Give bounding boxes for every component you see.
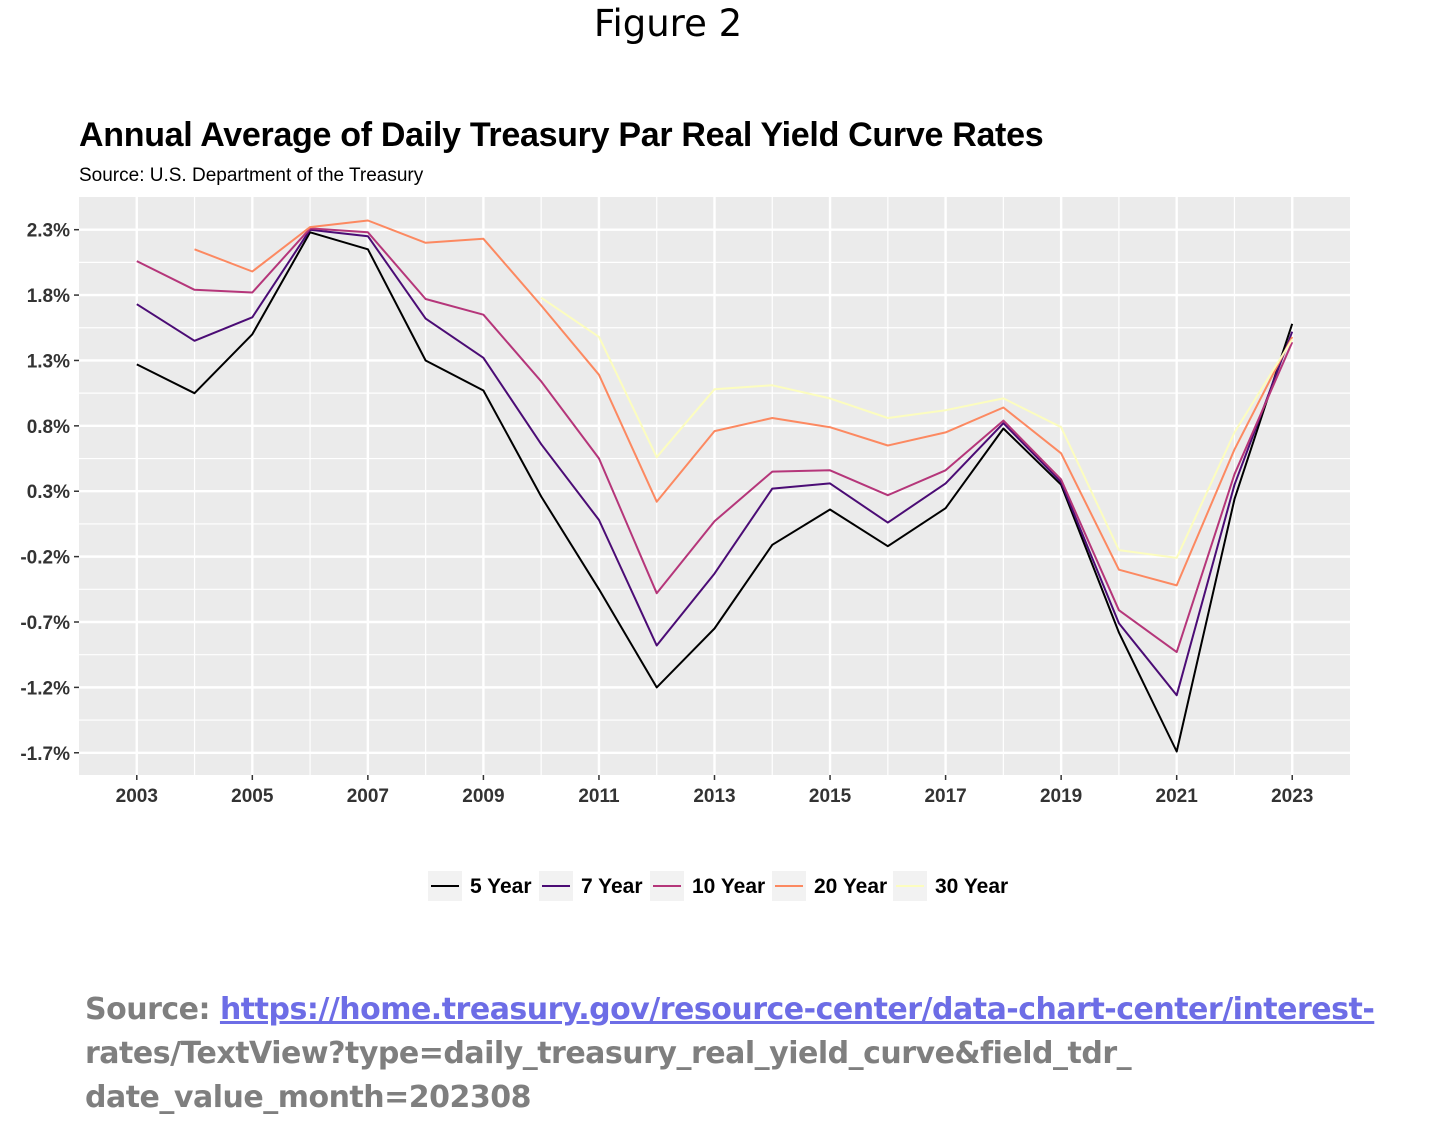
- figure-label: Figure 2: [593, 2, 743, 45]
- chart-title: Annual Average of Daily Treasury Par Rea…: [79, 116, 1044, 154]
- y-tick-label: 1.3%: [27, 351, 70, 372]
- series-line-10-year: [136, 227, 1294, 654]
- series-line-20-year: [194, 219, 1294, 587]
- series-line-5-year: [136, 231, 1294, 753]
- chart-subtitle: Source: U.S. Department of the Treasury: [79, 165, 424, 186]
- x-tick-label: 2019: [1040, 786, 1082, 807]
- line-chart: 2.3% 1.8% 1.3% 0.8% 0.3% -0.2% -0.7% -1.2% -1.7%…: [20, 197, 1350, 901]
- x-tick-label: 2021: [1156, 786, 1199, 807]
- y-tick-label: 0.3%: [27, 482, 70, 503]
- x-tick-label: 2013: [693, 786, 735, 807]
- y-tick-label: 1.8%: [27, 286, 70, 307]
- x-tick-label: 2017: [924, 786, 966, 807]
- x-tick-label: 2009: [462, 786, 504, 807]
- source-link[interactable]: https://home.treasury.gov/resource-cente…: [219, 992, 1375, 1027]
- y-tick-label: -0.7%: [20, 613, 70, 634]
- source-note: Source: https://home.treasury.gov/resour…: [85, 988, 1430, 1120]
- y-tick-label: -0.2%: [20, 548, 70, 569]
- x-tick-label: 2023: [1271, 786, 1313, 807]
- y-tick-label: -1.2%: [20, 678, 70, 699]
- x-tick-label: 2011: [578, 786, 620, 807]
- y-tick-label: -1.7%: [20, 744, 70, 765]
- legend-label-10-year: 10 Year: [692, 875, 765, 898]
- legend-label-20-year: 20 Year: [814, 875, 887, 898]
- source-url-rest: rates/TextView?type=daily_treasury_real_…: [85, 1036, 1132, 1115]
- series-line-7-year: [136, 228, 1294, 697]
- x-tick-label: 2007: [347, 786, 389, 807]
- legend-label-5-year: 5 Year: [470, 875, 532, 898]
- y-tick-label: 2.3%: [27, 221, 70, 242]
- legend-label-30-year: 30 Year: [935, 875, 1008, 898]
- x-tick-label: 2015: [809, 786, 852, 807]
- y-tick-label: 0.8%: [27, 417, 70, 438]
- legend-label-7-year: 7 Year: [581, 875, 643, 898]
- series-line-30-year: [540, 296, 1294, 559]
- x-tick-label: 2003: [116, 786, 158, 807]
- x-tick-label: 2005: [231, 786, 274, 807]
- source-label: Source:: [85, 992, 220, 1027]
